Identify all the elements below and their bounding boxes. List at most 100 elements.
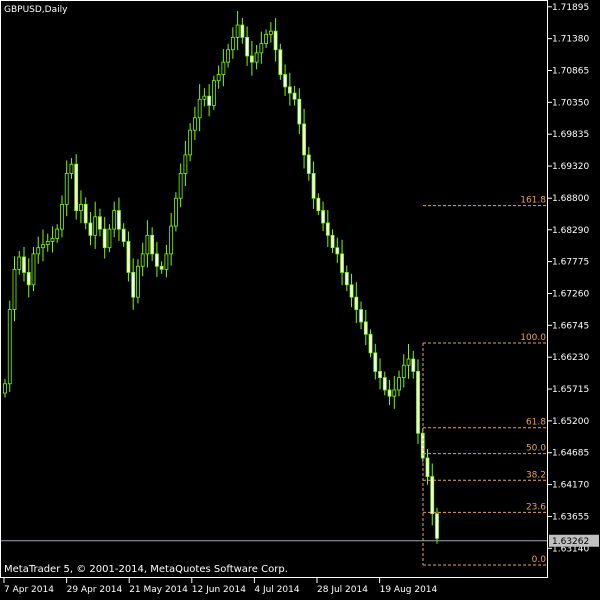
- candle-body: [264, 33, 268, 44]
- candle-body: [297, 98, 302, 125]
- candle-body: [325, 222, 330, 236]
- candle-body: [387, 389, 392, 397]
- candle-body: [416, 371, 420, 434]
- y-tick-label: 1.66230: [552, 353, 589, 363]
- candle-body: [93, 216, 98, 236]
- y-tick-label: 1.71895: [552, 3, 589, 13]
- candle-body: [311, 173, 316, 199]
- fib-level-label: 50.0: [526, 444, 546, 454]
- candle-body: [316, 197, 321, 211]
- candle-body: [397, 377, 401, 391]
- candle-body: [12, 268, 17, 310]
- candle-body: [344, 272, 349, 286]
- candle-body: [164, 253, 169, 270]
- candle-body: [249, 55, 254, 63]
- x-tick-label: 19 Aug 2014: [380, 585, 438, 595]
- price-axis: 1.71895 1.71380 1.70865 1.70350 1.69835 1.693…: [548, 3, 599, 554]
- candle-body: [382, 377, 387, 391]
- fib-level-label: 161.8: [520, 196, 546, 206]
- candle-body: [354, 296, 359, 310]
- candles-layer: [3, 10, 439, 544]
- candle-body: [425, 457, 430, 477]
- candle-body: [349, 284, 354, 298]
- candle-body: [140, 253, 145, 267]
- candle-body: [121, 228, 126, 242]
- candle-body: [192, 117, 197, 131]
- candle-body: [226, 49, 231, 63]
- current-price-label: 1.63262: [552, 537, 589, 547]
- candle-body: [188, 129, 193, 156]
- candle-body: [254, 52, 259, 63]
- fib-level-label: 0.0: [532, 555, 547, 565]
- candle-body: [22, 256, 26, 273]
- candle-body: [64, 173, 69, 205]
- candle-body: [378, 371, 382, 378]
- candle-body: [31, 253, 36, 286]
- candle-body: [245, 37, 250, 57]
- candle-body: [178, 173, 183, 199]
- candle-body: [88, 222, 93, 236]
- candle-body: [330, 234, 335, 249]
- candle-body: [302, 123, 306, 156]
- candle-body: [50, 238, 55, 242]
- y-tick-label: 1.66745: [552, 321, 589, 331]
- candle-body: [373, 352, 378, 372]
- candle-body: [278, 49, 283, 75]
- candle-body: [7, 309, 12, 385]
- fib-level-label: 61.8: [526, 418, 546, 428]
- candle-body: [306, 154, 311, 174]
- candle-body: [406, 358, 411, 366]
- candle-body: [259, 43, 264, 54]
- candle-body: [335, 247, 340, 255]
- y-tick-label: 1.68290: [552, 226, 589, 236]
- candle-body: [41, 244, 45, 249]
- candle-body: [287, 86, 292, 94]
- x-tick-label: 4 Jul 2014: [254, 585, 299, 595]
- candle-body: [36, 247, 41, 255]
- y-tick-label: 1.64685: [552, 449, 589, 459]
- fibonacci-retracement[interactable]: 161.8 100.0 61.8 50.0 38.2 23.6 0.0: [422, 196, 547, 566]
- candle-body: [368, 333, 373, 354]
- candle-body: [112, 210, 117, 230]
- copyright-text: MetaTrader 5, © 2001-2014, MetaQuotes So…: [4, 564, 288, 575]
- candle-body: [98, 216, 102, 230]
- candle-body: [411, 358, 416, 372]
- candle-body: [136, 265, 140, 298]
- x-tick-label: 7 Apr 2014: [4, 585, 54, 595]
- candle-body: [55, 228, 60, 239]
- y-tick-label: 1.69320: [552, 162, 589, 172]
- y-tick-label: 1.69835: [552, 130, 589, 140]
- candle-body: [268, 30, 273, 35]
- candle-body: [292, 92, 297, 100]
- y-tick-label: 1.65200: [552, 417, 589, 427]
- candle-body: [430, 476, 435, 515]
- y-tick-label: 1.70865: [552, 66, 589, 76]
- candle-body: [3, 383, 7, 394]
- candle-body: [401, 364, 406, 378]
- candle-body: [174, 197, 178, 227]
- fib-level-label: 38.2: [526, 470, 546, 480]
- candle-body: [207, 95, 212, 106]
- y-tick-label: 1.71380: [552, 35, 589, 45]
- candle-body: [240, 24, 245, 38]
- candle-body: [126, 241, 131, 273]
- candle-body: [435, 513, 439, 539]
- x-tick-label: 12 Jun 2014: [192, 585, 246, 595]
- candle-body: [74, 163, 79, 211]
- x-tick-label: 28 Jul 2014: [317, 585, 368, 595]
- candle-body: [230, 37, 235, 51]
- candle-body: [169, 225, 174, 255]
- time-axis: 7 Apr 2014 29 Apr 2014 21 May 2014 12 Jun 2…: [3, 578, 438, 595]
- candle-body: [159, 265, 164, 270]
- candle-body: [283, 74, 287, 88]
- x-tick-label: 21 May 2014: [129, 585, 188, 595]
- candle-body: [145, 234, 150, 255]
- y-tick-label: 1.63655: [552, 512, 589, 522]
- candle-body: [45, 241, 50, 246]
- candle-body: [60, 204, 64, 230]
- candle-body: [17, 256, 22, 270]
- candle-body: [359, 309, 363, 323]
- fib-level-label: 23.6: [526, 502, 546, 512]
